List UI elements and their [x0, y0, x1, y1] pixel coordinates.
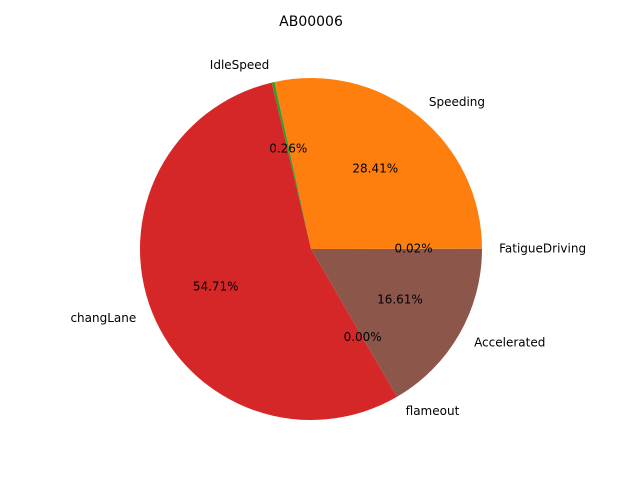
- slice-percent-speeding: 28.41%: [352, 162, 398, 176]
- pie-percent-labels: 0.02% 28.41% 0.26% 54.71% 0.00% 16.61%: [193, 141, 433, 344]
- pie-slice-changlane: [140, 82, 398, 420]
- slice-percent-changlane: 54.71%: [193, 280, 239, 294]
- pie-slice-speeding: [274, 78, 482, 249]
- slice-label-changlane: changLane: [70, 311, 136, 325]
- pie-slice-accelerated: [311, 249, 482, 397]
- slice-percent-flameout: 0.00%: [344, 330, 382, 344]
- slice-label-speeding: Speeding: [429, 95, 485, 109]
- slice-percent-idlespeed: 0.26%: [269, 141, 307, 155]
- slice-label-flameout: flameout: [406, 404, 460, 418]
- slice-label-accelerated: Accelerated: [474, 335, 545, 349]
- pie-slices: [140, 78, 482, 420]
- slice-percent-fatiguedriving: 0.02%: [395, 241, 433, 255]
- pie-labels: FatigueDriving Speeding IdleSpeed changLane…: [70, 58, 586, 418]
- chart-title: AB00006: [279, 14, 343, 30]
- slice-percent-accelerated: 16.61%: [377, 293, 423, 307]
- slice-label-idlespeed: IdleSpeed: [210, 58, 270, 72]
- slice-label-fatiguedriving: FatigueDriving: [499, 241, 586, 255]
- pie-slice-idlespeed: [271, 81, 311, 250]
